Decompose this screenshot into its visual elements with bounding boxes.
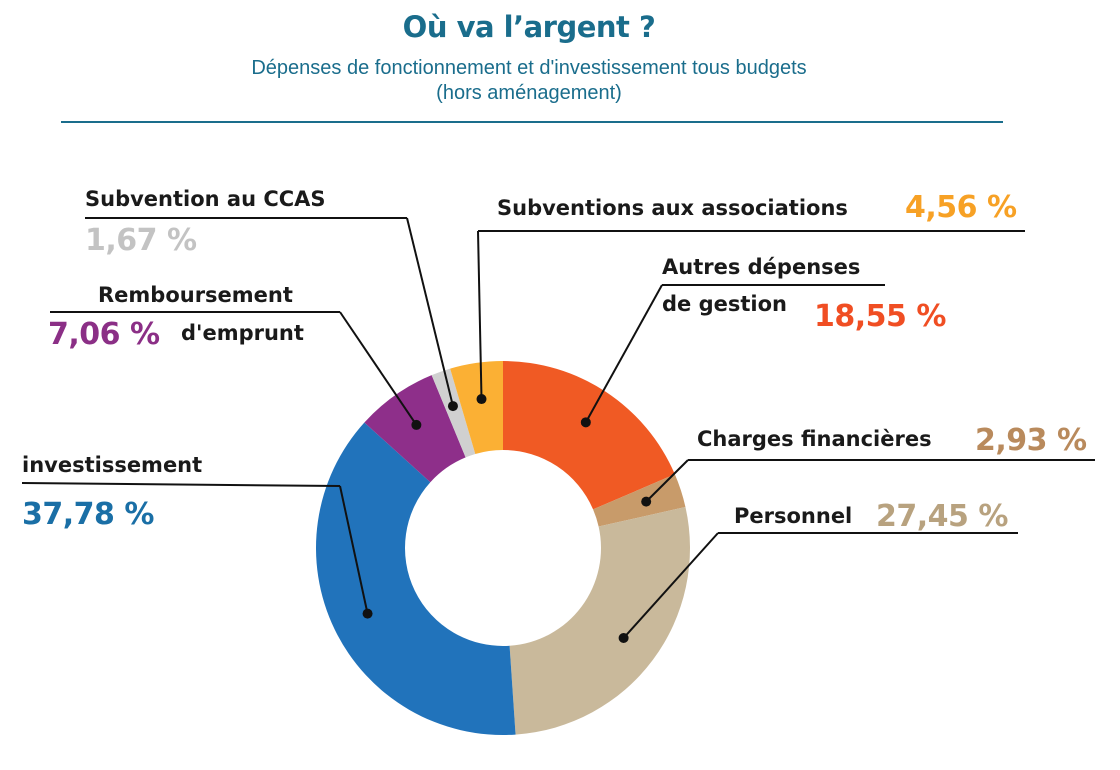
leader-subventions-associations	[477, 230, 483, 400]
leader-dot-investissement	[362, 608, 373, 619]
leader-remboursement	[339, 311, 418, 426]
label-subventions-associations: Subventions aux associations	[497, 196, 848, 220]
leader-dot-subventions-associations	[476, 394, 487, 405]
leader-dot-autres-depenses	[580, 417, 591, 428]
value-subventions-associations: 4,56 %	[905, 190, 1017, 225]
chart-subtitle-line-2: (hors aménagement)	[436, 82, 622, 104]
leader-investissement	[339, 485, 369, 614]
label-autres-depenses-line-2: de gestion	[662, 292, 787, 316]
slice-subvention-ccas	[431, 368, 476, 458]
slice-personnel	[509, 506, 690, 735]
slice-charges-financieres	[593, 474, 686, 527]
chart-title: Où va l’argent ?	[402, 10, 656, 44]
label-remboursement-line-2: d'emprunt	[181, 321, 304, 345]
value-personnel: 27,45 %	[876, 499, 1008, 534]
label-autres-depenses-line-1: Autres dépenses	[662, 255, 860, 279]
leader-subvention-ccas	[406, 217, 454, 407]
underline-investissement	[21, 482, 341, 487]
donut-slices	[315, 361, 690, 736]
chart-subtitle-line-1: Dépenses de fonctionnement et d'investis…	[251, 57, 807, 79]
value-investissement: 37,78 %	[22, 497, 154, 532]
slice-subventions-associations	[450, 361, 503, 454]
leader-dot-charges-financieres	[641, 496, 652, 507]
leader-personnel	[622, 532, 719, 639]
leader-autres-depenses	[584, 284, 663, 423]
label-remboursement-line-1: Remboursement	[98, 283, 293, 307]
leader-dot-subvention-ccas	[447, 401, 458, 412]
label-investissement: investissement	[22, 453, 202, 477]
label-charges-financieres: Charges financières	[697, 427, 932, 451]
slice-investissement	[315, 422, 516, 736]
value-charges-financieres: 2,93 %	[975, 423, 1087, 458]
leader-dot-personnel	[618, 633, 629, 644]
leader-dot-remboursement	[411, 419, 422, 430]
leader-charges-financieres	[645, 459, 689, 503]
label-personnel: Personnel	[734, 504, 852, 528]
slice-autres-depenses	[503, 361, 675, 510]
value-subvention-ccas: 1,67 %	[85, 223, 197, 258]
value-autres-depenses: 18,55 %	[814, 299, 946, 334]
leader-lines	[21, 217, 1095, 644]
value-remboursement: 7,06 %	[48, 317, 160, 352]
title-divider	[61, 121, 1003, 123]
label-subvention-ccas: Subvention au CCAS	[85, 187, 326, 211]
